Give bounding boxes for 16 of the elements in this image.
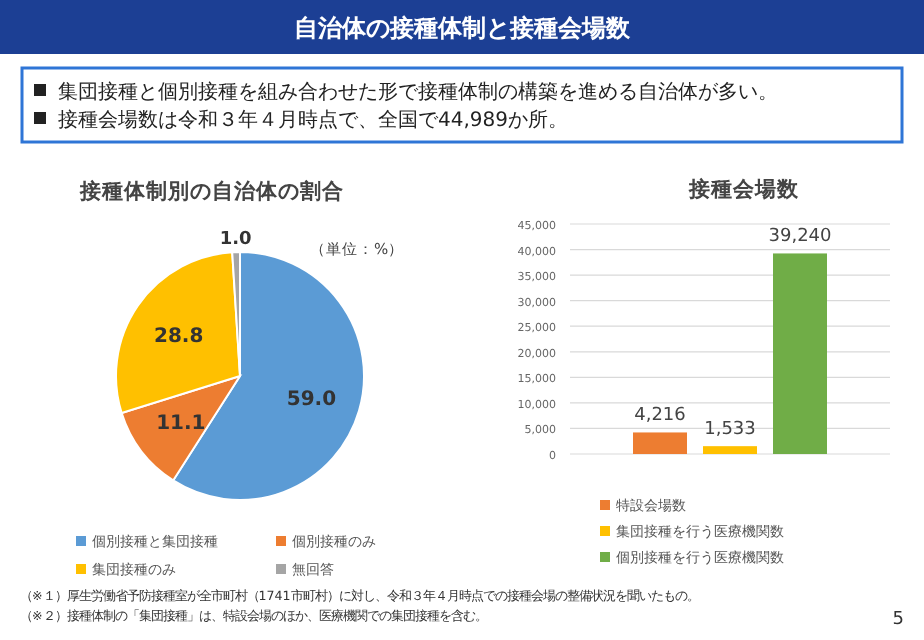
data-label: 39,240 bbox=[768, 227, 833, 248]
text: 自治体の接種体制と接種会場数 bbox=[294, 14, 632, 42]
data-label: 1,533 bbox=[704, 420, 756, 441]
text: 集団接種と個別接種を組み合わせた形で接種体制の構築を進める自治体が多い。 bbox=[58, 80, 778, 104]
data-label: 1.0 bbox=[219, 230, 252, 251]
chart-title: 接種体制別の自治体の割合 bbox=[78, 178, 344, 204]
data-label: 4,216 bbox=[634, 406, 687, 427]
text: 5 bbox=[892, 610, 904, 630]
chart-title: 接種会場数 bbox=[687, 176, 801, 202]
bar bbox=[703, 446, 757, 454]
data-label: 11.1 bbox=[156, 413, 206, 436]
text: 接種会場数は令和３年４月時点で、全国で44,989か所。 bbox=[58, 108, 568, 132]
data-label: 28.8 bbox=[154, 325, 204, 348]
bar bbox=[773, 253, 827, 454]
bar bbox=[633, 432, 687, 454]
data-label: 59.0 bbox=[286, 388, 337, 411]
